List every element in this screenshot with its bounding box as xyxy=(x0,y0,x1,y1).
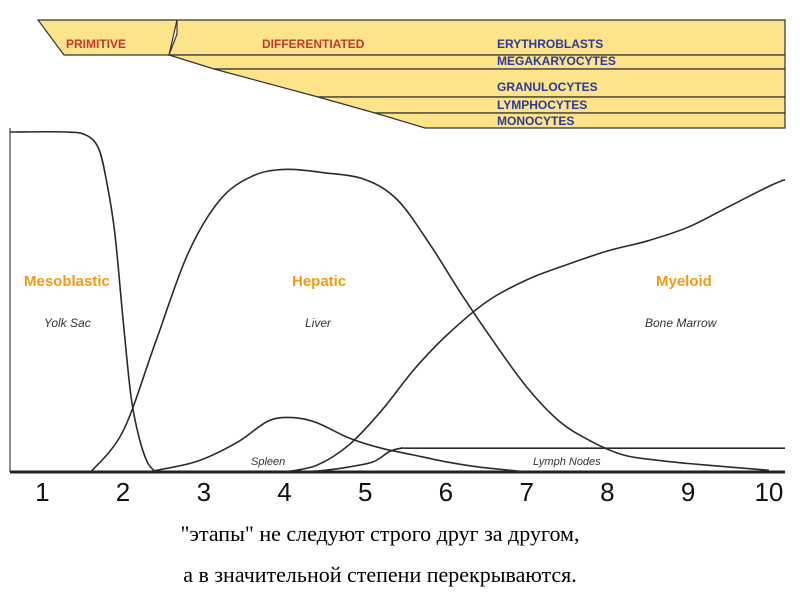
label-granulocytes: GRANULOCYTES xyxy=(497,80,598,94)
caption-line-2: а в значительной степени перекрываются. xyxy=(183,562,577,587)
x-tick-10: 10 xyxy=(754,477,783,507)
x-tick-2: 2 xyxy=(116,477,130,507)
x-tick-6: 6 xyxy=(439,477,453,507)
x-tick-5: 5 xyxy=(358,477,372,507)
caption-line-1: "этапы" не следуют строго друг за другом… xyxy=(180,521,580,546)
label-erythroblasts: ERYTHROBLASTS xyxy=(497,37,603,51)
curve-spleen xyxy=(147,416,527,473)
series-curves xyxy=(9,130,786,473)
site-yolk-sac: Yolk Sac xyxy=(44,316,91,330)
stage-myeloid: Myeloid xyxy=(656,273,712,290)
label-spleen: Spleen xyxy=(251,456,285,468)
curve-bone-marrow xyxy=(284,178,786,473)
label-primitive: PRIMITIVE xyxy=(66,37,126,51)
band-megakaryocytes xyxy=(168,54,786,70)
band-monocytes xyxy=(374,112,786,129)
curve-yolk-sac xyxy=(9,130,156,473)
x-tick-8: 8 xyxy=(600,477,614,507)
lineage-labels: PRIMITIVE DIFFERENTIATED ERYTHROBLASTS M… xyxy=(66,37,616,128)
x-tick-4: 4 xyxy=(277,477,291,507)
label-monocytes: MONOCYTES xyxy=(497,114,574,128)
x-tick-9: 9 xyxy=(681,477,695,507)
stage-hepatic: Hepatic xyxy=(292,273,346,290)
label-lymph-nodes: Lymph Nodes xyxy=(533,456,601,468)
x-tick-7: 7 xyxy=(519,477,533,507)
curve-lymph-nodes xyxy=(300,447,785,473)
label-lymphocytes: LYMPHOCYTES xyxy=(497,98,587,112)
stage-mesoblastic: Mesoblastic xyxy=(24,273,110,290)
label-megakaryocytes: MEGAKARYOCYTES xyxy=(497,54,616,68)
x-tick-3: 3 xyxy=(197,477,211,507)
x-tick-1: 1 xyxy=(35,477,49,507)
label-differentiated: DIFFERENTIATED xyxy=(262,37,365,51)
site-bone-marrow: Bone Marrow xyxy=(645,316,718,330)
x-tick-labels: 1 2 3 4 5 6 7 8 9 10 xyxy=(35,477,783,507)
lineage-band xyxy=(36,19,786,129)
site-liver: Liver xyxy=(305,316,332,330)
curve-liver xyxy=(90,168,769,473)
